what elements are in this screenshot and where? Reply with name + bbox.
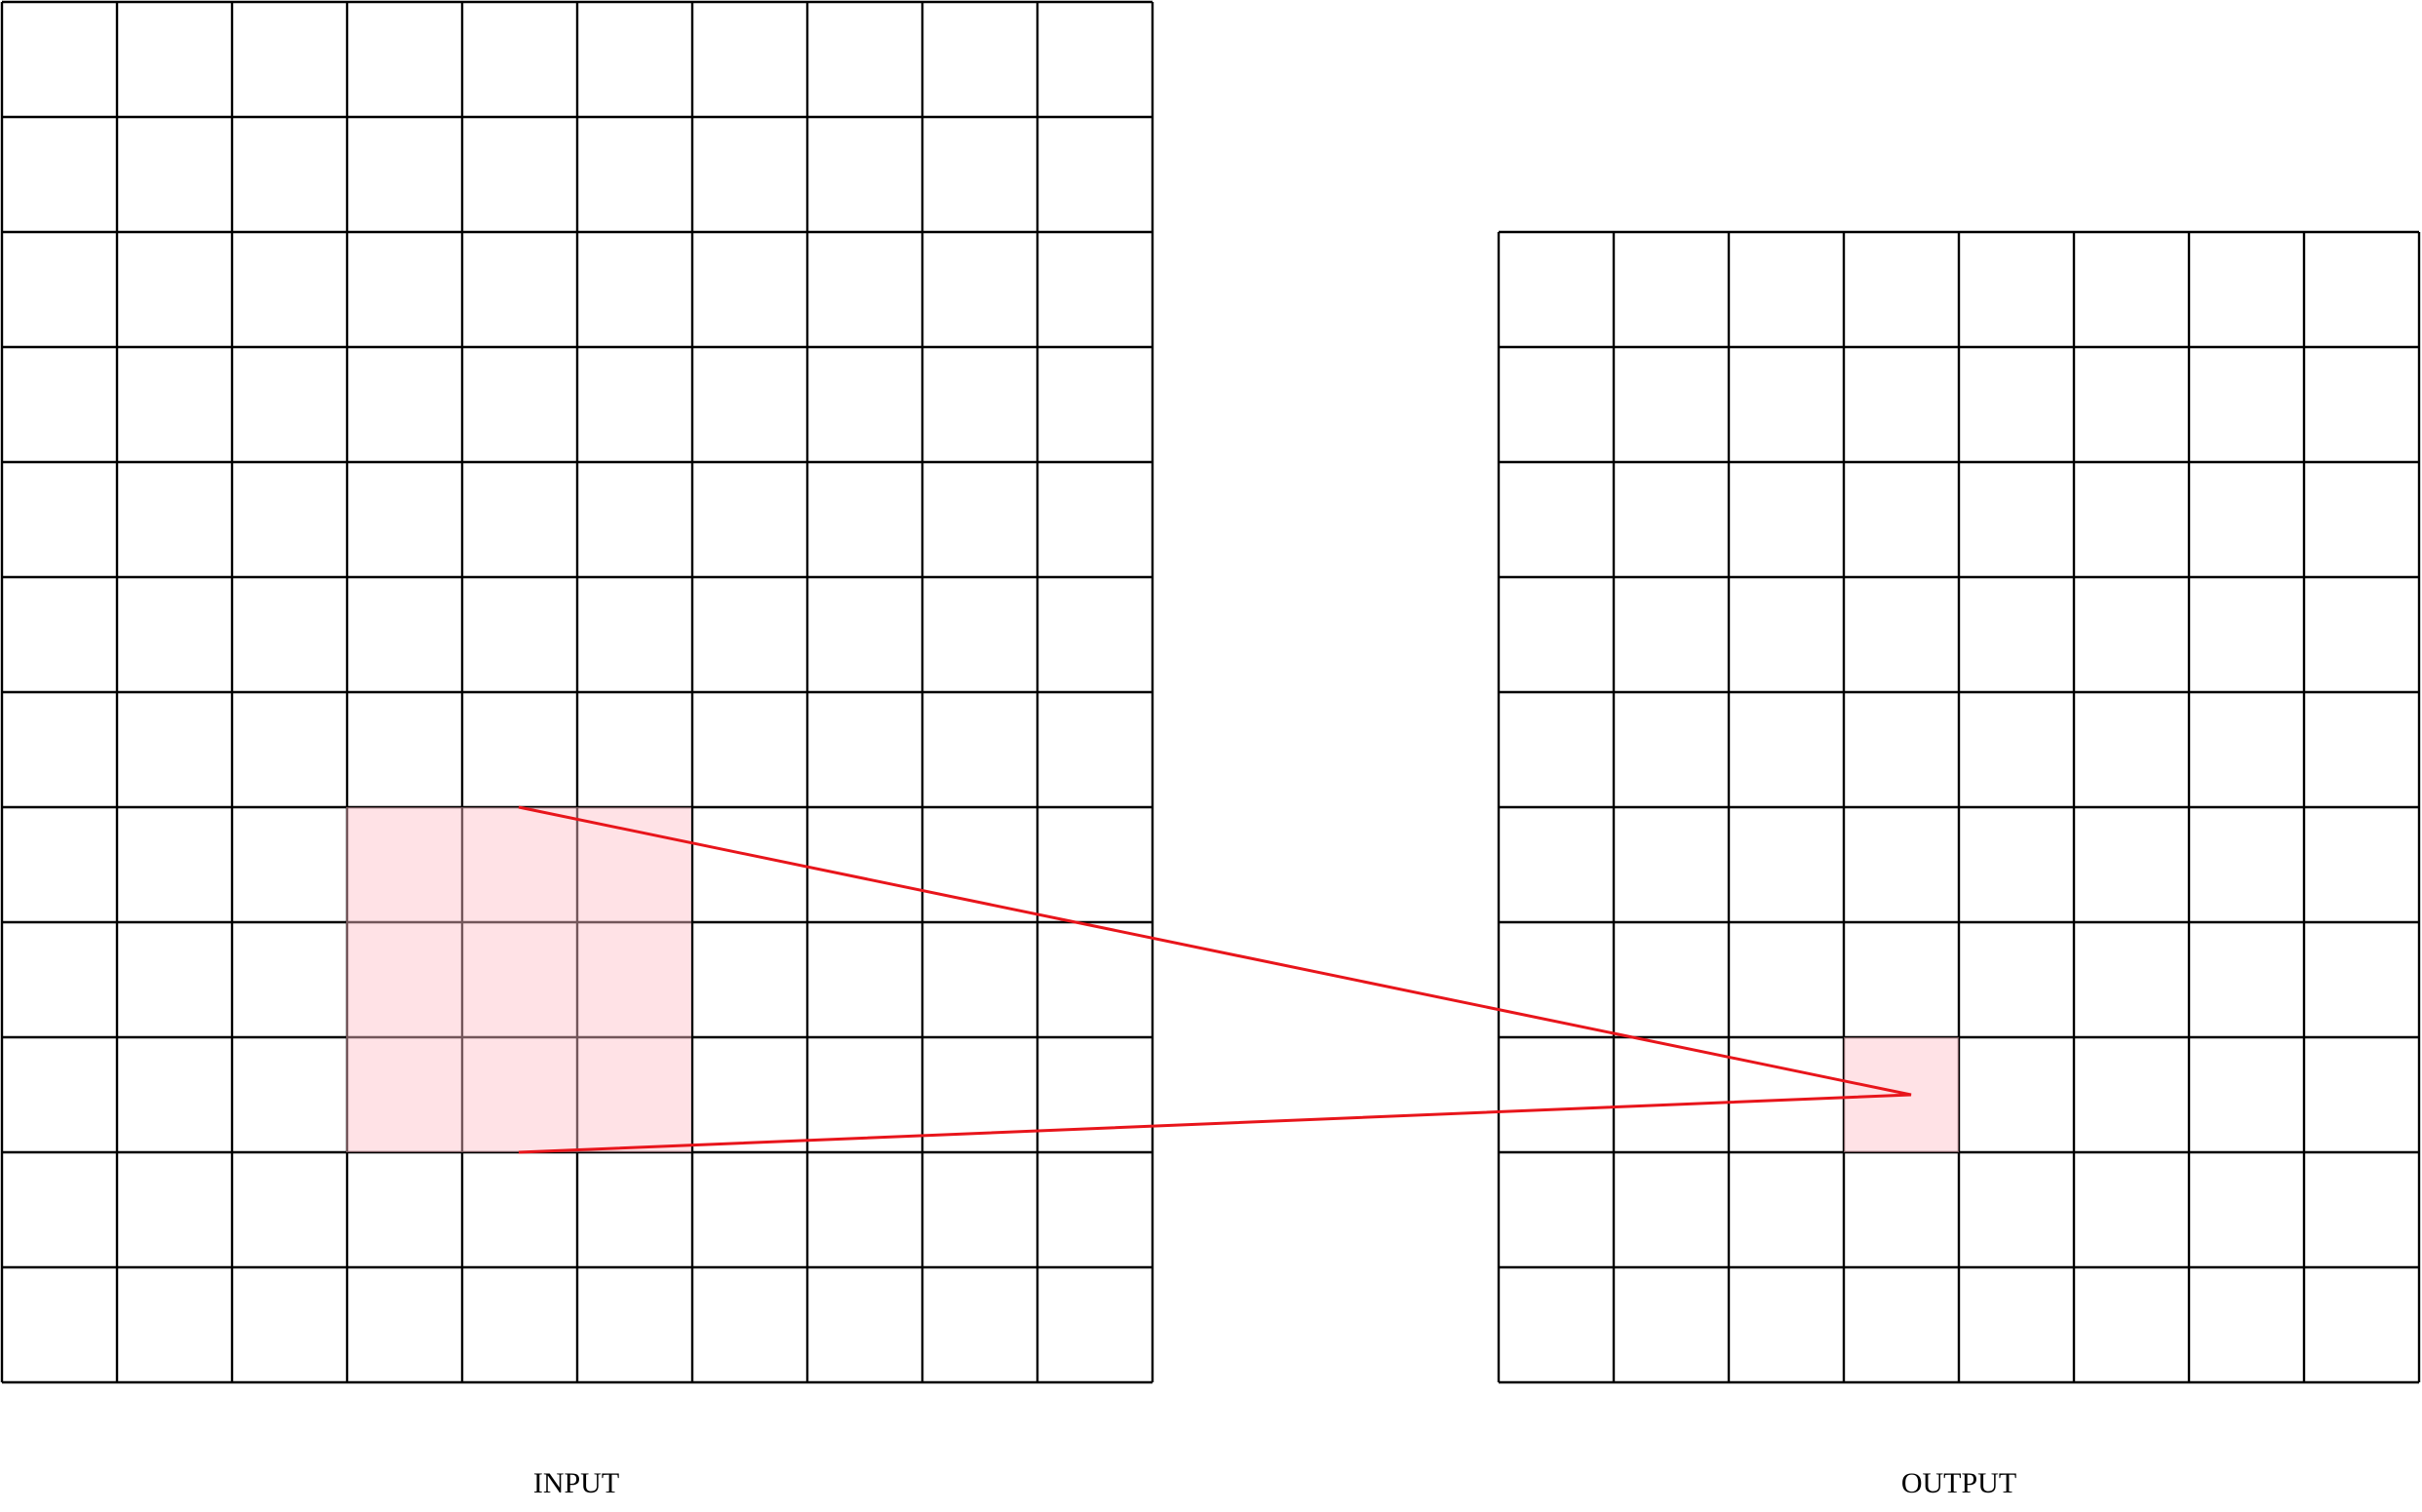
input-grid: [0, 0, 1154, 1384]
receptive-field: [346, 807, 691, 1152]
input-label: INPUT: [533, 1467, 619, 1499]
output-label: OUTPUT: [1901, 1467, 2016, 1499]
output-grid: [1497, 230, 2421, 1384]
projection-lines: [518, 805, 1912, 1154]
